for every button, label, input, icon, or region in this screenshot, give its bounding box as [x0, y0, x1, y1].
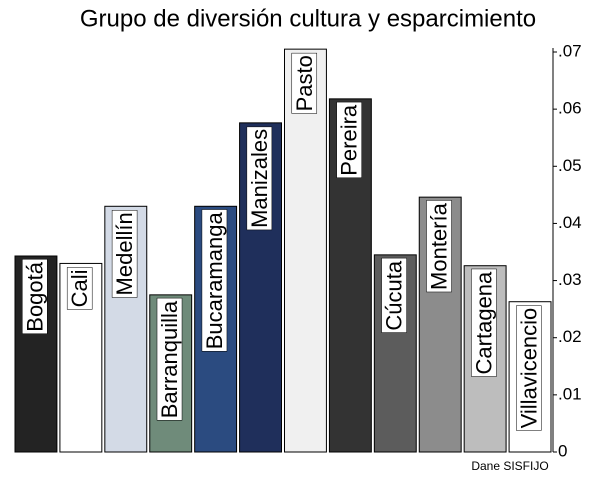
label-box	[381, 257, 407, 333]
bar-label-group: Pereira	[336, 101, 362, 179]
y-tick-label: .04	[558, 213, 582, 232]
bar-label-group: Bucaramanga	[201, 209, 228, 352]
y-tick-label: .05	[558, 156, 582, 175]
label-box	[291, 52, 318, 114]
label-box	[516, 305, 542, 431]
x-tick-label: Montería	[427, 202, 452, 290]
y-tick-label: .06	[558, 99, 582, 118]
label-box	[471, 268, 497, 377]
x-tick-label: Barranquilla	[157, 300, 182, 418]
x-tick-label: Medellín	[112, 212, 137, 295]
label-box	[22, 258, 48, 334]
bar-label-group: Cali	[66, 267, 93, 310]
label-box	[66, 267, 93, 310]
y-tick-label: .02	[558, 327, 582, 346]
label-box	[111, 210, 138, 298]
x-tick-label: Cali	[67, 269, 92, 307]
label-box	[201, 209, 228, 352]
y-tick-label: .01	[558, 384, 582, 403]
x-tick-label: Bogotá	[22, 261, 47, 331]
bar-label-group: Cartagena	[471, 268, 497, 377]
y-tick-label: 0	[558, 441, 567, 460]
x-tick-label: Bucaramanga	[202, 212, 227, 350]
y-tick-label: .07	[558, 41, 582, 60]
label-box	[156, 297, 183, 421]
bar-label-group: Montería	[426, 200, 452, 293]
bar-label-group: Cúcuta	[381, 257, 407, 333]
label-box	[246, 126, 273, 231]
bar-label-group: Manizales	[246, 126, 273, 231]
chart-title: Grupo de diversión cultura y esparcimien…	[80, 5, 536, 32]
bar	[284, 48, 327, 453]
x-tick-label: Manizales	[247, 129, 272, 228]
bar-label-group: Medellín	[111, 210, 138, 298]
x-tick-label: Cúcuta	[382, 260, 407, 330]
x-tick-label: Pereira	[337, 104, 362, 176]
x-tick-label: Cartagena	[471, 271, 496, 375]
y-tick-label: .03	[558, 270, 582, 289]
source: Dane SISFIJO	[471, 459, 548, 473]
bar-label-group: Villavicencio	[516, 305, 542, 431]
x-tick-label: Villavicencio	[516, 308, 541, 429]
bar-label-group: Barranquilla	[156, 297, 183, 421]
bar-label-group: Pasto	[291, 52, 318, 114]
label-box	[426, 200, 452, 293]
x-tick-label: Pasto	[292, 55, 317, 111]
label-box	[336, 101, 362, 179]
bar-label-group: Bogotá	[22, 258, 48, 334]
